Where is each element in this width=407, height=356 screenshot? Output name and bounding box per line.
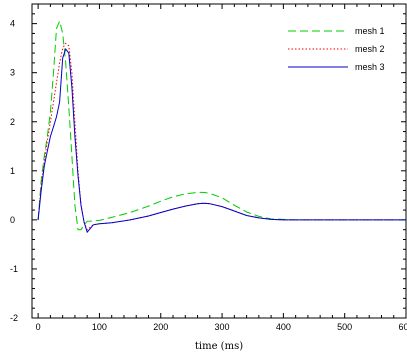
series-line-mesh-2	[37, 42, 406, 231]
x-tick-label: 100	[92, 322, 107, 332]
x-tick-label: 300	[215, 322, 230, 332]
x-tick-label: 600	[398, 322, 407, 332]
y-tick-label: 0	[10, 215, 15, 225]
x-tick-label: 500	[337, 322, 352, 332]
y-tick-label: 2	[10, 117, 15, 127]
x-tick-label: 200	[153, 322, 168, 332]
plot-frame	[31, 3, 407, 319]
y-tick-label: -2	[10, 313, 18, 323]
y-tick-label: 1	[10, 166, 15, 176]
legend-label-mesh-2: mesh 2	[355, 44, 385, 54]
x-axis-title: time (ms)	[195, 341, 243, 352]
x-tick-label: 400	[276, 322, 291, 332]
x-tick-label: 0	[36, 322, 41, 332]
legend-label-mesh-3: mesh 3	[355, 62, 385, 72]
y-tick-label: 4	[10, 19, 15, 29]
series-group	[37, 19, 406, 234]
series-line-mesh-3	[37, 48, 406, 234]
y-tick-label: 3	[10, 68, 15, 78]
series-line-mesh-1	[37, 19, 406, 231]
legend-label-mesh-1: mesh 1	[355, 26, 385, 36]
y-axis-ticks: -2 -1 0 1 2 3 4	[10, 3, 406, 323]
legend: mesh 1 mesh 2 mesh 3	[288, 26, 385, 72]
y-tick-label: -1	[10, 264, 18, 274]
x-axis-ticks: 0 100 200 300 400 500 600	[36, 4, 407, 332]
